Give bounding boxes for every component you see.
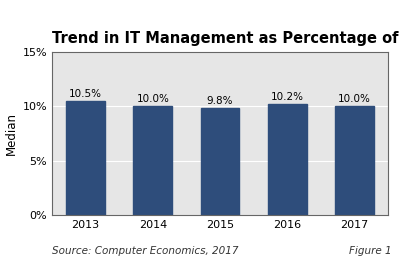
Bar bbox=[133, 106, 172, 215]
Bar bbox=[268, 104, 307, 215]
Text: 10.5%: 10.5% bbox=[69, 89, 102, 99]
Bar bbox=[200, 108, 240, 215]
Text: 9.8%: 9.8% bbox=[207, 96, 233, 106]
Y-axis label: Median: Median bbox=[5, 112, 18, 155]
Bar bbox=[335, 106, 374, 215]
Text: 10.2%: 10.2% bbox=[271, 92, 304, 102]
Text: 10.0%: 10.0% bbox=[136, 94, 169, 104]
Text: Trend in IT Management as Percentage of IT Staff: Trend in IT Management as Percentage of … bbox=[52, 31, 400, 46]
Bar bbox=[66, 101, 105, 215]
Text: Figure 1: Figure 1 bbox=[349, 246, 392, 256]
Text: 10.0%: 10.0% bbox=[338, 94, 371, 104]
Text: Source: Computer Economics, 2017: Source: Computer Economics, 2017 bbox=[52, 246, 238, 256]
